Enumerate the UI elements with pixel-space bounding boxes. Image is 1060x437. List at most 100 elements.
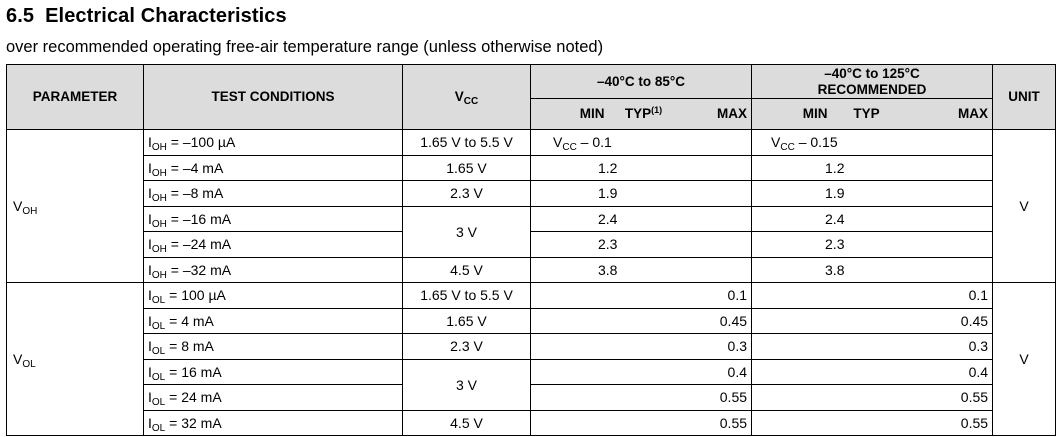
condition-value: = –100 µA (166, 134, 236, 151)
header-test-conditions: TEST CONDITIONS (143, 64, 403, 130)
min-85-cell (530, 358, 679, 385)
condition-symbol: I (148, 210, 152, 227)
header-min-125: MIN (751, 98, 832, 130)
min-125-cell (751, 282, 902, 309)
min-125-cell (751, 358, 902, 385)
condition-value: = –4 mA (166, 159, 224, 176)
condition-subscript: OL (151, 397, 166, 409)
header-min-85: MIN (530, 98, 609, 130)
table-row: IOH = –8 mA 2.3 V 1.9 1.9 (7, 180, 1056, 207)
min-125-cell (751, 384, 902, 411)
vcc-cell: 3 V (402, 358, 531, 411)
max-85-cell (678, 154, 753, 181)
test-condition-cell: IOL = 100 µA (143, 282, 403, 309)
max-85-cell (678, 231, 753, 258)
min-125-cell (751, 409, 902, 436)
header-row-2: MIN TYP(1) MAX MIN TYP MAX (7, 98, 1056, 130)
header-vcc: VCC (402, 64, 531, 130)
vcc-cell: 3 V (402, 205, 531, 258)
header-typ-85-note: (1) (651, 105, 663, 115)
min-85-cell: 2.3 (530, 231, 679, 258)
condition-symbol: I (148, 261, 152, 278)
test-condition-cell: IOH = –8 mA (143, 180, 403, 207)
parameter-subscript: OL (22, 359, 36, 370)
max-85-cell: 0.1 (678, 282, 753, 309)
max-125-cell: 0.3 (901, 333, 994, 360)
condition-subscript: OL (151, 371, 166, 383)
min-85-cell: 3.8 (530, 256, 679, 283)
parameter-symbol: V (13, 198, 23, 214)
table-row: IOH = –32 mA 4.5 V 3.8 3.8 (7, 256, 1056, 283)
section-number: 6.5 (6, 5, 35, 27)
unit-cell: V (992, 282, 1057, 436)
condition-value: = 32 mA (165, 414, 222, 431)
condition-subscript: OL (151, 422, 166, 434)
condition-symbol: I (148, 312, 152, 329)
header-row-1: PARAMETER TEST CONDITIONS VCC –40°C to 8… (6, 64, 1057, 130)
condition-symbol: I (148, 414, 152, 431)
vcc-cell: 1.65 V (402, 307, 531, 334)
max-85-cell (678, 180, 753, 207)
vcc-cell: 1.65 V to 5.5 V (402, 282, 531, 309)
condition-value: = 4 mA (165, 312, 214, 329)
header-max-85: MAX (678, 98, 753, 130)
max-125-cell (901, 180, 994, 207)
condition-subscript: OH (151, 269, 167, 281)
table-row: IOL = 4 mA 1.65 V 0.45 0.45 (7, 307, 1056, 334)
min-125-cell: VCC – 0.15 (751, 129, 902, 156)
table-row: IOH = –16 mA 3 V 2.4 2.4 (7, 205, 1056, 258)
section-title: 6.5 Electrical Characteristics (6, 5, 287, 28)
header-typ-85-text: TYP (624, 106, 652, 121)
unit-cell: V (992, 129, 1057, 283)
condition-value: = 24 mA (165, 389, 222, 406)
condition-symbol: I (148, 185, 152, 202)
header-typ-85: TYP(1) (608, 98, 679, 130)
min-85-cell (530, 333, 679, 360)
test-condition-cell: IOH = –32 mA (143, 256, 403, 283)
condition-subscript: OH (151, 218, 167, 230)
max-125-cell (901, 154, 994, 181)
min-125-cell: 3.8 (751, 256, 902, 283)
max-125-cell (901, 256, 994, 283)
min-125-cell: 1.2 (751, 154, 902, 181)
condition-symbol: I (148, 389, 152, 406)
condition-symbol: I (148, 159, 152, 176)
vcc-cell: 4.5 V (402, 409, 531, 436)
max-125-cell: 0.45 (901, 307, 994, 334)
max-125-cell (901, 129, 994, 156)
test-condition-cell: IOL = 8 mA (143, 333, 403, 360)
max-85-cell: 0.45 (678, 307, 753, 334)
vcc-cell: 4.5 V (402, 256, 531, 283)
parameter-subscript: OH (22, 206, 38, 217)
vcc-cell: 1.65 V (402, 154, 531, 181)
condition-value: = 100 µA (165, 287, 226, 304)
max-85-cell (678, 129, 753, 156)
test-condition-cell: IOH = –4 mA (143, 154, 403, 181)
min-125-rest: – 0.15 (794, 134, 838, 151)
header-range-125: –40°C to 125°C RECOMMENDED (751, 64, 994, 99)
parameter-symbol: V (13, 351, 23, 367)
header-range-125-line2: RECOMMENDED (817, 81, 927, 97)
table-row: IOL = 16 mA 3 V 0.4 0.4 (7, 358, 1056, 411)
max-85-cell: 0.3 (678, 333, 753, 360)
table-row: IOH = –24 mA 2.3 2.3 (7, 231, 1056, 258)
min-85-cell (530, 409, 679, 436)
condition-subscript: OH (151, 167, 167, 179)
table-subtitle: over recommended operating free-air temp… (6, 38, 604, 56)
header-parameter: PARAMETER (6, 64, 144, 130)
max-125-cell: 0.55 (901, 409, 994, 436)
header-range-125-line1: –40°C to 125°C (824, 65, 920, 81)
min-125-cell: 2.4 (751, 205, 902, 232)
min-85-cell: 1.2 (530, 154, 679, 181)
table-row: IOL = 24 mA 0.55 0.55 (7, 384, 1056, 411)
header-max-125: MAX (901, 98, 994, 130)
table-row: IOL = 8 mA 2.3 V 0.3 0.3 (7, 333, 1056, 360)
min-125-cell (751, 333, 902, 360)
min-125-cell (751, 307, 902, 334)
condition-value: = 16 mA (165, 363, 222, 380)
max-125-cell (901, 205, 994, 232)
max-85-cell: 0.55 (678, 384, 753, 411)
condition-subscript: OL (151, 295, 166, 307)
table-body: VOH IOH = –100 µA 1.65 V to 5.5 V VCC – 0.1… (6, 129, 1057, 436)
condition-symbol: I (148, 287, 152, 304)
